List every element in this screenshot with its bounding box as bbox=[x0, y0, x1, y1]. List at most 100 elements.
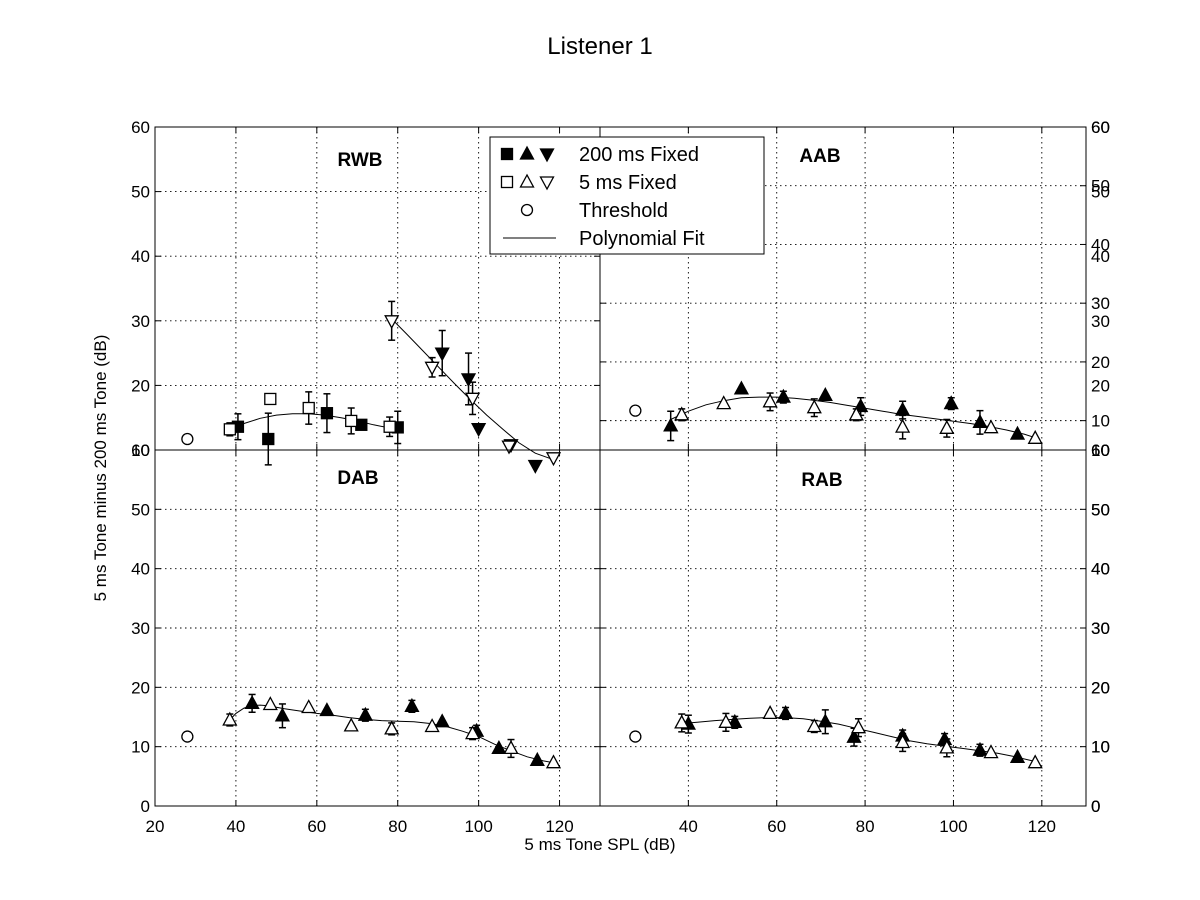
data-point-triangle-up-filled bbox=[274, 707, 290, 722]
threshold-point bbox=[181, 730, 194, 743]
y-tick-label: 30 bbox=[1091, 619, 1110, 638]
x-tick-label: 120 bbox=[1028, 817, 1056, 836]
y-tick-label: 60 bbox=[1091, 441, 1110, 460]
y-tick-label: 50 bbox=[131, 500, 150, 519]
data-point-triangle-up-open bbox=[1027, 754, 1043, 769]
y-tick-label: 10 bbox=[1091, 738, 1110, 757]
legend-label: Polynomial Fit bbox=[579, 228, 705, 250]
legend-marker-triangle-down-filled bbox=[539, 148, 555, 163]
data-point-triangle-up-open bbox=[301, 699, 317, 714]
y-tick-label: 50 bbox=[1091, 183, 1110, 202]
data-point-triangle-up-filled bbox=[1009, 748, 1026, 763]
y-tick-label: 60 bbox=[1091, 118, 1110, 137]
data-point-triangle-up-open bbox=[806, 399, 822, 414]
y-tick-label: 10 bbox=[131, 738, 150, 757]
y-tick-label: 40 bbox=[1091, 560, 1110, 579]
x-tick-label: 40 bbox=[679, 817, 698, 836]
threshold-point bbox=[181, 432, 194, 446]
panel-label: RWB bbox=[337, 150, 382, 171]
x-tick-label: 80 bbox=[856, 817, 875, 836]
data-point-triangle-up-open bbox=[674, 406, 690, 421]
panel-dab: 0 0 10 10 20 20 30 30 40 40 50 50 60 60 20 40 60 80 100 120… bbox=[131, 441, 1110, 836]
data-point-triangle-up-open bbox=[718, 713, 734, 728]
panel-label: AAB bbox=[799, 146, 840, 167]
data-point-triangle-up-open bbox=[545, 754, 562, 769]
legend-label: 200 ms Fixed bbox=[579, 144, 699, 166]
data-point-triangle-down-filled bbox=[471, 423, 487, 438]
figure-title: Listener 1 bbox=[547, 33, 652, 60]
y-tick-label: 30 bbox=[1091, 619, 1110, 638]
legend-label: Threshold bbox=[579, 200, 668, 222]
data-point-triangle-down-open bbox=[465, 392, 481, 407]
data-point-triangle-down-filled bbox=[434, 347, 450, 362]
data-point-triangle-up-filled bbox=[663, 417, 679, 432]
data-point-triangle-up-open bbox=[262, 696, 278, 711]
y-tick-label: 60 bbox=[1091, 118, 1110, 137]
panel-aab: 10 20 30 40 50 60 AAB bbox=[599, 118, 1110, 451]
legend-marker-square-open bbox=[500, 175, 514, 189]
data-point-triangle-up-open bbox=[503, 740, 519, 755]
data-point-triangle-up-filled bbox=[775, 388, 791, 403]
data-point-triangle-up-filled bbox=[817, 387, 833, 402]
data-point-triangle-up-filled bbox=[895, 401, 911, 416]
y-tick-label: 10 bbox=[1091, 738, 1110, 757]
y-tick-label: 50 bbox=[1091, 500, 1110, 519]
y-tick-label: 60 bbox=[1091, 441, 1110, 460]
y-tick-label: 20 bbox=[1091, 353, 1110, 372]
data-point-triangle-up-open bbox=[939, 739, 955, 754]
x-tick-label: 100 bbox=[939, 817, 967, 836]
data-point-triangle-up-filled bbox=[778, 705, 794, 720]
legend-box bbox=[489, 136, 765, 255]
data-point-triangle-up-open bbox=[424, 718, 440, 733]
data-point-triangle-up-filled bbox=[972, 414, 988, 429]
data-point-triangle-up-filled bbox=[943, 395, 959, 410]
threshold-point bbox=[629, 730, 642, 743]
y-axis-label: 5 ms Tone minus 200 ms Tone (dB) bbox=[91, 335, 110, 602]
legend-entry: 5 ms Fixed bbox=[500, 172, 677, 194]
data-point-triangle-up-open bbox=[850, 719, 867, 734]
y-tick-label: 0 bbox=[141, 797, 150, 816]
data-point-square-filled bbox=[355, 418, 368, 431]
data-point-square-open bbox=[223, 423, 236, 436]
legend-marker-triangle-up-open bbox=[519, 173, 535, 188]
data-point-triangle-up-open bbox=[983, 744, 999, 759]
data-point-square-filled bbox=[320, 407, 334, 420]
x-tick-label: 120 bbox=[545, 817, 573, 836]
data-point-triangle-up-filled bbox=[434, 713, 450, 728]
y-tick-label: 60 bbox=[131, 118, 150, 137]
data-point-triangle-up-filled bbox=[733, 380, 749, 395]
data-point-triangle-up-open bbox=[939, 419, 955, 434]
y-tick-label: 20 bbox=[1091, 678, 1110, 697]
data-point-triangle-up-filled bbox=[817, 713, 833, 728]
data-point-triangle-up-open bbox=[895, 418, 911, 433]
data-point-triangle-up-open bbox=[806, 718, 822, 733]
y-tick-label: 30 bbox=[131, 312, 150, 331]
data-point-triangle-down-open bbox=[545, 452, 562, 467]
panel-label: RAB bbox=[801, 470, 842, 491]
y-tick-label: 10 bbox=[1091, 412, 1110, 431]
data-point-square-open bbox=[345, 414, 358, 428]
y-tick-label: 40 bbox=[131, 560, 150, 579]
legend-marker-triangle-up-filled bbox=[519, 145, 535, 160]
legend-marker-square-filled bbox=[500, 147, 514, 161]
y-tick-label: 0 bbox=[1091, 797, 1100, 816]
data-point-triangle-up-open bbox=[222, 711, 238, 726]
data-point-triangle-up-filled bbox=[244, 695, 260, 710]
y-tick-label: 30 bbox=[1091, 294, 1110, 313]
data-point-square-open bbox=[302, 401, 315, 415]
x-tick-label: 60 bbox=[767, 817, 786, 836]
threshold-point bbox=[629, 404, 642, 417]
data-point-triangle-up-open bbox=[716, 395, 732, 410]
data-point-triangle-up-open bbox=[762, 393, 778, 408]
legend: 200 ms Fixed 5 ms Fixed Threshold Polynomia… bbox=[489, 136, 765, 255]
x-tick-label: 100 bbox=[464, 817, 492, 836]
data-point-triangle-up-open bbox=[674, 714, 690, 729]
data-point-triangle-up-open bbox=[895, 734, 911, 749]
panels: 10 10 20 20 30 30 40 40 50 50 60 60 RWB 10 20 30 40 50 60 A… bbox=[131, 118, 1110, 836]
x-tick-label: 20 bbox=[146, 817, 165, 836]
data-point-triangle-down-open bbox=[384, 315, 400, 330]
legend-entry: Polynomial Fit bbox=[503, 228, 705, 250]
data-point-triangle-down-open bbox=[424, 361, 440, 376]
